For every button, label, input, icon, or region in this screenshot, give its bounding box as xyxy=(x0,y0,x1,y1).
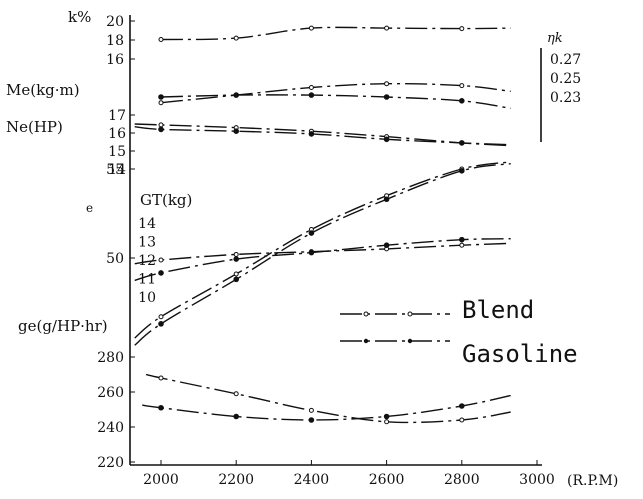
point-ge-9-2600 xyxy=(384,419,390,425)
point-k_percent-2-2000 xyxy=(158,37,164,43)
label-ge: ge(g/HP·hr) xyxy=(18,317,108,335)
tick-Me-0: 17 xyxy=(108,108,126,124)
label-ne: Ne(HP) xyxy=(6,118,63,136)
point-eta_k-0-2000 xyxy=(158,100,164,106)
point-eta_k-1-2200 xyxy=(233,92,239,98)
legend-blend-marker xyxy=(363,311,369,317)
tick-eta-1: 0.25 xyxy=(550,71,581,87)
curve-Me-gasoline-4 xyxy=(134,126,511,146)
curves xyxy=(134,25,511,425)
point-Me-4-2400 xyxy=(308,131,315,137)
curve-k_percent-blend-2 xyxy=(160,26,511,41)
point-Me-3-2000 xyxy=(158,122,164,128)
tick-ge-2: 240 xyxy=(97,420,124,436)
label-me: Me(kg·m) xyxy=(6,81,80,99)
curve-Ne-blend-5 xyxy=(134,161,511,339)
tick-Me-2: 15 xyxy=(108,144,126,160)
tick-GT-1: 13 xyxy=(138,235,156,251)
tick-ge-1: 260 xyxy=(97,385,124,401)
point-ge-10-2400 xyxy=(308,417,315,423)
legend-gasoline-label: Gasoline xyxy=(462,340,578,368)
point-eta_k-1-2400 xyxy=(308,92,315,98)
legend-gasoline-marker xyxy=(363,338,369,344)
tick-GT-3: 11 xyxy=(138,272,156,288)
point-GT-7-2800 xyxy=(459,242,465,248)
point-GT-7-2000 xyxy=(158,257,164,263)
curve-ge-gasoline-10 xyxy=(142,394,511,421)
legend: Blend Gasoline xyxy=(340,296,578,368)
point-GT-8-2000 xyxy=(158,270,164,276)
point-Me-4-2600 xyxy=(383,136,390,143)
point-ge-10-2800 xyxy=(459,403,465,409)
x-tick-3000: 3000 xyxy=(519,472,555,488)
point-ge-9-2800 xyxy=(459,417,465,423)
point-GT-8-2600 xyxy=(383,242,390,248)
tick-labels: 2018161716151455501413121110280260240220… xyxy=(97,14,581,488)
point-GT-8-2200 xyxy=(233,256,239,262)
tick-k_percent-0: 20 xyxy=(106,14,124,30)
tick-Me-1: 16 xyxy=(108,126,126,142)
label-eta: ηk xyxy=(547,31,563,46)
point-ge-9-2200 xyxy=(233,391,239,397)
point-k_percent-2-2200 xyxy=(233,35,239,41)
point-Ne-6-2800 xyxy=(459,167,465,174)
point-eta_k-0-2600 xyxy=(384,81,390,87)
point-eta_k-1-2800 xyxy=(459,98,465,104)
tick-eta-2: 0.23 xyxy=(550,90,581,106)
label-k-percent: k% xyxy=(68,8,91,26)
point-Ne-6-2600 xyxy=(383,196,390,203)
point-Ne-5-2200 xyxy=(233,271,239,277)
tick-k_percent-1: 18 xyxy=(106,33,124,49)
x-tick-2800: 2800 xyxy=(444,472,480,488)
x-tick-2600: 2600 xyxy=(369,472,405,488)
point-Me-4-2200 xyxy=(233,128,239,134)
tick-ge-3: 220 xyxy=(97,455,124,471)
point-k_percent-2-2400 xyxy=(308,25,314,31)
point-eta_k-1-2000 xyxy=(158,94,164,100)
tick-GT-0: 14 xyxy=(138,216,156,232)
legend-blend-label: Blend xyxy=(462,296,534,324)
point-GT-7-2200 xyxy=(233,251,239,257)
tick-Me-3: 14 xyxy=(108,162,126,178)
point-GT-8-2800 xyxy=(459,236,465,243)
legend-blend-marker-2 xyxy=(407,311,413,317)
point-Ne-5-2000 xyxy=(158,314,164,320)
point-ge-9-2000 xyxy=(158,375,164,381)
point-eta_k-1-2600 xyxy=(383,94,390,100)
tick-Ne-1: 50 xyxy=(106,251,124,267)
point-Ne-6-2000 xyxy=(158,321,164,327)
point-ge-10-2000 xyxy=(158,404,164,411)
curve-ge-blend-9 xyxy=(145,373,511,424)
point-Ne-6-2400 xyxy=(308,230,315,236)
point-eta_k-0-2400 xyxy=(308,85,314,90)
point-Me-4-2800 xyxy=(459,140,465,146)
point-ge-10-2600 xyxy=(383,413,390,420)
label-e: e xyxy=(86,201,93,215)
point-ge-9-2400 xyxy=(308,407,314,413)
label-gt: GT(kg) xyxy=(140,191,192,209)
legend-gasoline-marker-2 xyxy=(407,338,413,344)
point-k_percent-2-2600 xyxy=(384,25,390,31)
x-tick-2400: 2400 xyxy=(294,472,330,488)
tick-ge-0: 280 xyxy=(97,350,124,366)
tick-eta-0: 0.27 xyxy=(550,52,581,68)
point-k_percent-2-2800 xyxy=(459,26,465,32)
tick-k_percent-2: 16 xyxy=(106,52,124,68)
x-tick-2000: 2000 xyxy=(143,472,179,488)
point-ge-10-2200 xyxy=(233,413,239,420)
tick-Ne-0: 55 xyxy=(106,162,124,178)
point-eta_k-0-2800 xyxy=(459,83,465,89)
x-axis-label: (R.P.M) xyxy=(567,473,618,489)
point-Me-4-2000 xyxy=(158,126,164,133)
tick-GT-4: 10 xyxy=(138,290,156,306)
point-Ne-6-2200 xyxy=(233,276,239,283)
x-tick-2200: 2200 xyxy=(218,472,254,488)
curve-GT-blend-7 xyxy=(134,242,511,265)
point-GT-8-2400 xyxy=(308,249,315,256)
